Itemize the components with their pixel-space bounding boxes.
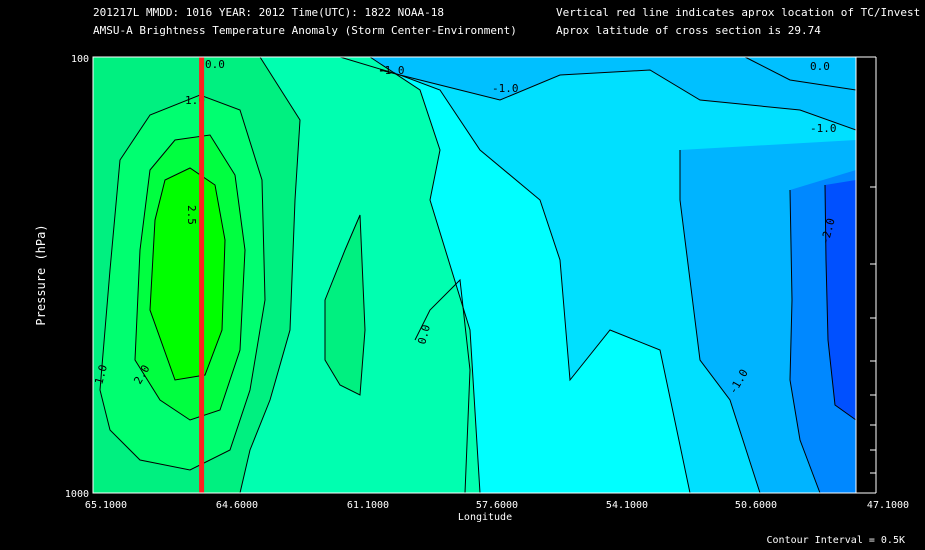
contour-label: -1.0 [492, 82, 519, 95]
contour-1.0-island [324, 214, 366, 396]
contour-2.0 [134, 134, 246, 421]
contour-neg1.5 [789, 189, 821, 494]
fill-level-neg1.0-top [340, 57, 856, 130]
x-axis-title: Longitude [458, 512, 512, 523]
y-axis-title: Pressure (hPa) [34, 224, 48, 325]
x-tick-label: 54.1000 [606, 500, 648, 511]
x-tick-label: 64.6000 [216, 500, 258, 511]
x-tick-label: 57.6000 [476, 500, 518, 511]
header-line1-right: Vertical red line indicates aprox locati… [556, 6, 921, 19]
header-line1-left: 201217L MMDD: 1016 YEAR: 2012 Time(UTC):… [93, 6, 444, 19]
fill-level-2.5 [150, 168, 225, 380]
contour-neg1.0 [679, 150, 761, 494]
contour-0.0-ne [744, 56, 857, 91]
contour-0.0-mid [414, 278, 471, 494]
x-tick-label: 47.1000 [867, 500, 909, 511]
contour-0.0-east [369, 56, 481, 494]
contour-2.5 [149, 167, 226, 381]
contour-neg2.0 [824, 184, 857, 421]
header-line2-right: Aprox latitude of cross section is 29.74 [556, 24, 821, 37]
contour-label: 0.0 [205, 58, 225, 71]
contour-fills [93, 57, 856, 493]
plot-frame [92, 56, 857, 494]
x-tick-label: 61.1000 [347, 500, 389, 511]
x-tick-label: 50.6000 [735, 500, 777, 511]
contour-label: -1.0 [810, 122, 837, 135]
contour-label: 0.0 [415, 323, 433, 346]
x-tick-label: 65.1000 [85, 500, 127, 511]
fill-level-neg2.0 [825, 180, 856, 420]
contour-1.5 [99, 94, 266, 471]
contour-interval-note: Contour Interval = 0.5K [767, 535, 905, 546]
contour-1.0 [239, 56, 301, 494]
contour-label: -1.0 [378, 64, 405, 77]
y-tick-label: 1000 [65, 489, 89, 500]
fill-level-1.0-island [325, 215, 365, 395]
contour-label: 0.0 [810, 60, 830, 73]
contour-neg0.5 [339, 56, 691, 494]
header-line2-left: AMSU-A Brightness Temperature Anomaly (S… [93, 24, 517, 37]
pressure-ticks-right [856, 56, 877, 494]
contour-neg1.0-top [379, 69, 857, 131]
contour-label: 2.5 [185, 205, 198, 225]
y-tick-label: 100 [71, 54, 89, 65]
contour-label: 1.0 [92, 363, 110, 386]
